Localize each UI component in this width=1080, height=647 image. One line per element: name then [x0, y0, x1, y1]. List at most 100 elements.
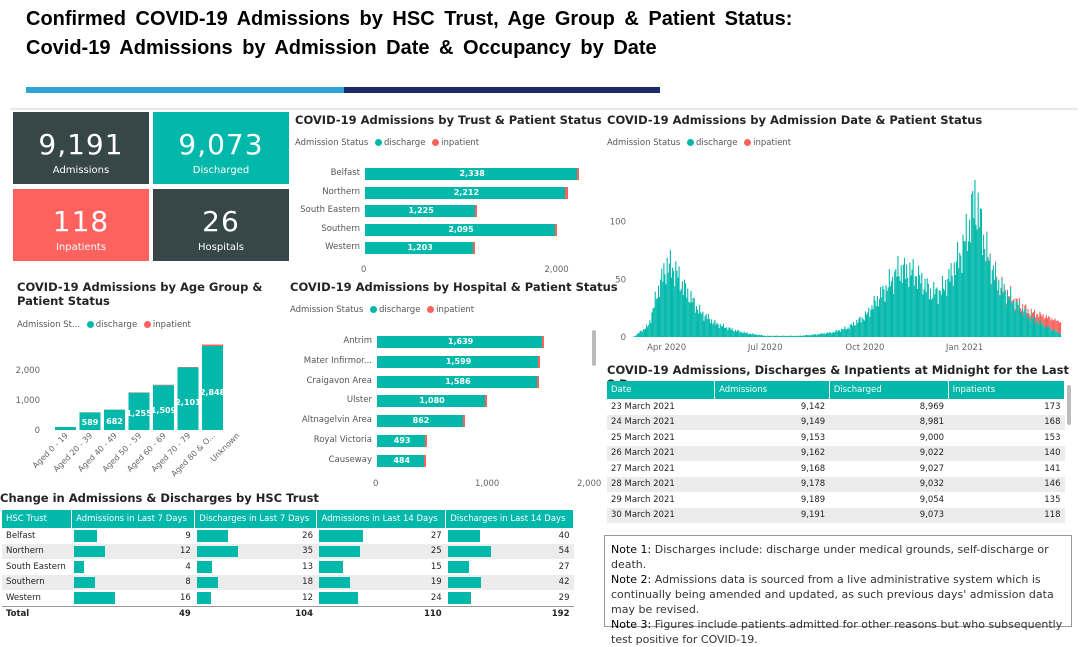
timeline-bar-discharge[interactable] [1008, 298, 1009, 337]
timeline-bar-discharge[interactable] [814, 334, 815, 337]
timeline-bar-discharge[interactable] [840, 332, 841, 337]
timeline-bar-discharge[interactable] [892, 277, 893, 337]
timeline-bar-discharge[interactable] [1018, 308, 1019, 337]
timeline-bar-inpatient[interactable] [992, 270, 993, 271]
timeline-bar-discharge[interactable] [757, 335, 758, 337]
timeline-bar-discharge[interactable] [850, 325, 851, 337]
timeline-bar-discharge[interactable] [949, 282, 950, 337]
timeline-bar-inpatient[interactable] [1029, 314, 1030, 319]
timeline-bar-discharge[interactable] [676, 271, 677, 337]
timeline-bar-discharge[interactable] [956, 261, 957, 337]
timeline-bar-discharge[interactable] [737, 330, 738, 337]
timeline-bar-discharge[interactable] [819, 334, 820, 337]
timeline-bar-discharge[interactable] [780, 336, 781, 337]
timeline-bar-discharge[interactable] [854, 325, 855, 337]
timeline-bar-discharge[interactable] [995, 263, 996, 337]
column-header[interactable]: HSC Trust [2, 510, 72, 528]
timeline-bar-discharge[interactable] [666, 284, 667, 337]
timeline-bar-discharge[interactable] [1035, 324, 1036, 337]
column-discharge[interactable] [55, 427, 76, 430]
timeline-bar-discharge[interactable] [705, 316, 706, 337]
timeline-bar-discharge[interactable] [849, 329, 850, 337]
timeline-bar-discharge[interactable] [895, 269, 896, 337]
timeline-bar-discharge[interactable] [962, 235, 963, 337]
timeline-bar-discharge[interactable] [825, 334, 826, 337]
timeline-bar-discharge[interactable] [695, 313, 696, 337]
timeline-bar-inpatient[interactable] [1007, 290, 1008, 292]
timeline-bar-discharge[interactable] [647, 327, 648, 337]
timeline-bar-discharge[interactable] [828, 333, 829, 337]
timeline-bar-discharge[interactable] [842, 329, 843, 337]
timeline-bar-inpatient[interactable] [987, 257, 988, 258]
timeline-bar-discharge[interactable] [1055, 329, 1056, 337]
timeline-bar-discharge[interactable] [669, 264, 670, 337]
timeline-bar-inpatient[interactable] [1049, 317, 1050, 327]
timeline-bar-discharge[interactable] [836, 330, 837, 337]
timeline-bar-discharge[interactable] [768, 336, 769, 337]
timeline-bar-discharge[interactable] [786, 336, 787, 337]
timeline-bar-discharge[interactable] [1036, 321, 1037, 337]
timeline-bar-inpatient[interactable] [1040, 314, 1041, 322]
timeline-bar-discharge[interactable] [908, 287, 909, 337]
timeline-bar-discharge[interactable] [965, 242, 966, 337]
timeline-bar-inpatient[interactable] [1059, 323, 1060, 334]
timeline-bar-discharge[interactable] [901, 265, 902, 337]
timeline-bar-discharge[interactable] [905, 279, 906, 337]
timeline-bar-discharge[interactable] [857, 323, 858, 337]
timeline-bar-discharge[interactable] [800, 336, 801, 337]
timeline-bar-discharge[interactable] [775, 336, 776, 337]
timeline-bar-discharge[interactable] [688, 302, 689, 337]
timeline-bar-discharge[interactable] [793, 336, 794, 337]
timeline-bar-discharge[interactable] [923, 289, 924, 337]
timeline-bar-discharge[interactable] [969, 220, 970, 337]
kpi-card-inpatients[interactable]: 118 Inpatients [13, 189, 149, 261]
timeline-bar-discharge[interactable] [645, 329, 646, 337]
timeline-bar-discharge[interactable] [638, 333, 639, 337]
timeline-bar-discharge[interactable] [1060, 333, 1061, 337]
timeline-bar-discharge[interactable] [707, 319, 708, 337]
timeline-bar-discharge[interactable] [875, 301, 876, 337]
timeline-bar-discharge[interactable] [992, 271, 993, 337]
timeline-bar-inpatient[interactable] [1037, 314, 1038, 321]
timeline-bar-discharge[interactable] [747, 333, 748, 337]
timeline-bar-discharge[interactable] [728, 327, 729, 337]
timeline-bar-inpatient[interactable] [1005, 290, 1006, 292]
timeline-bar-inpatient[interactable] [1011, 301, 1012, 303]
timeline-bar-discharge[interactable] [862, 318, 863, 337]
timeline-bar-discharge[interactable] [807, 335, 808, 337]
timeline-bar-discharge[interactable] [921, 273, 922, 337]
timeline-bar-inpatient[interactable] [1036, 314, 1037, 321]
timeline-bar-discharge[interactable] [880, 287, 881, 337]
timeline-bar-discharge[interactable] [1027, 313, 1028, 337]
timeline-bar-discharge[interactable] [922, 294, 923, 337]
timeline-bar-discharge[interactable] [914, 286, 915, 337]
timeline-bar-discharge[interactable] [656, 299, 657, 337]
timeline-bar-discharge[interactable] [663, 263, 664, 337]
timeline-bar-discharge[interactable] [865, 311, 866, 337]
timeline-bar-discharge[interactable] [869, 317, 870, 337]
timeline-bar-inpatient[interactable] [1048, 316, 1049, 326]
timeline-bar-discharge[interactable] [832, 332, 833, 337]
timeline-bar-discharge[interactable] [889, 269, 890, 337]
timeline-bar-discharge[interactable] [1050, 330, 1051, 337]
timeline-bar-discharge[interactable] [1056, 332, 1057, 337]
column-header[interactable]: Admissions [715, 381, 830, 399]
timeline-bar-discharge[interactable] [708, 314, 709, 337]
timeline-bar-discharge[interactable] [900, 281, 901, 337]
timeline-bar-discharge[interactable] [679, 266, 680, 337]
timeline-bar-discharge[interactable] [884, 302, 885, 337]
timeline-bar-inpatient[interactable] [1052, 320, 1053, 330]
timeline-bar-discharge[interactable] [723, 324, 724, 337]
column-header[interactable]: Admissions in Last 14 Days [317, 510, 446, 528]
timeline-bar-discharge[interactable] [983, 235, 984, 337]
timeline-bar-inpatient[interactable] [988, 260, 989, 261]
timeline-bar-discharge[interactable] [864, 321, 865, 337]
timeline-bar-discharge[interactable] [739, 332, 740, 337]
timeline-bar-inpatient[interactable] [1019, 298, 1020, 301]
timeline-bar-discharge[interactable] [917, 289, 918, 337]
timeline-bar-discharge[interactable] [701, 314, 702, 337]
timeline-bar-discharge[interactable] [964, 241, 965, 337]
timeline-bar-discharge[interactable] [820, 333, 821, 337]
timeline-bar-discharge[interactable] [1023, 315, 1024, 337]
timeline-bar-discharge[interactable] [721, 326, 722, 337]
